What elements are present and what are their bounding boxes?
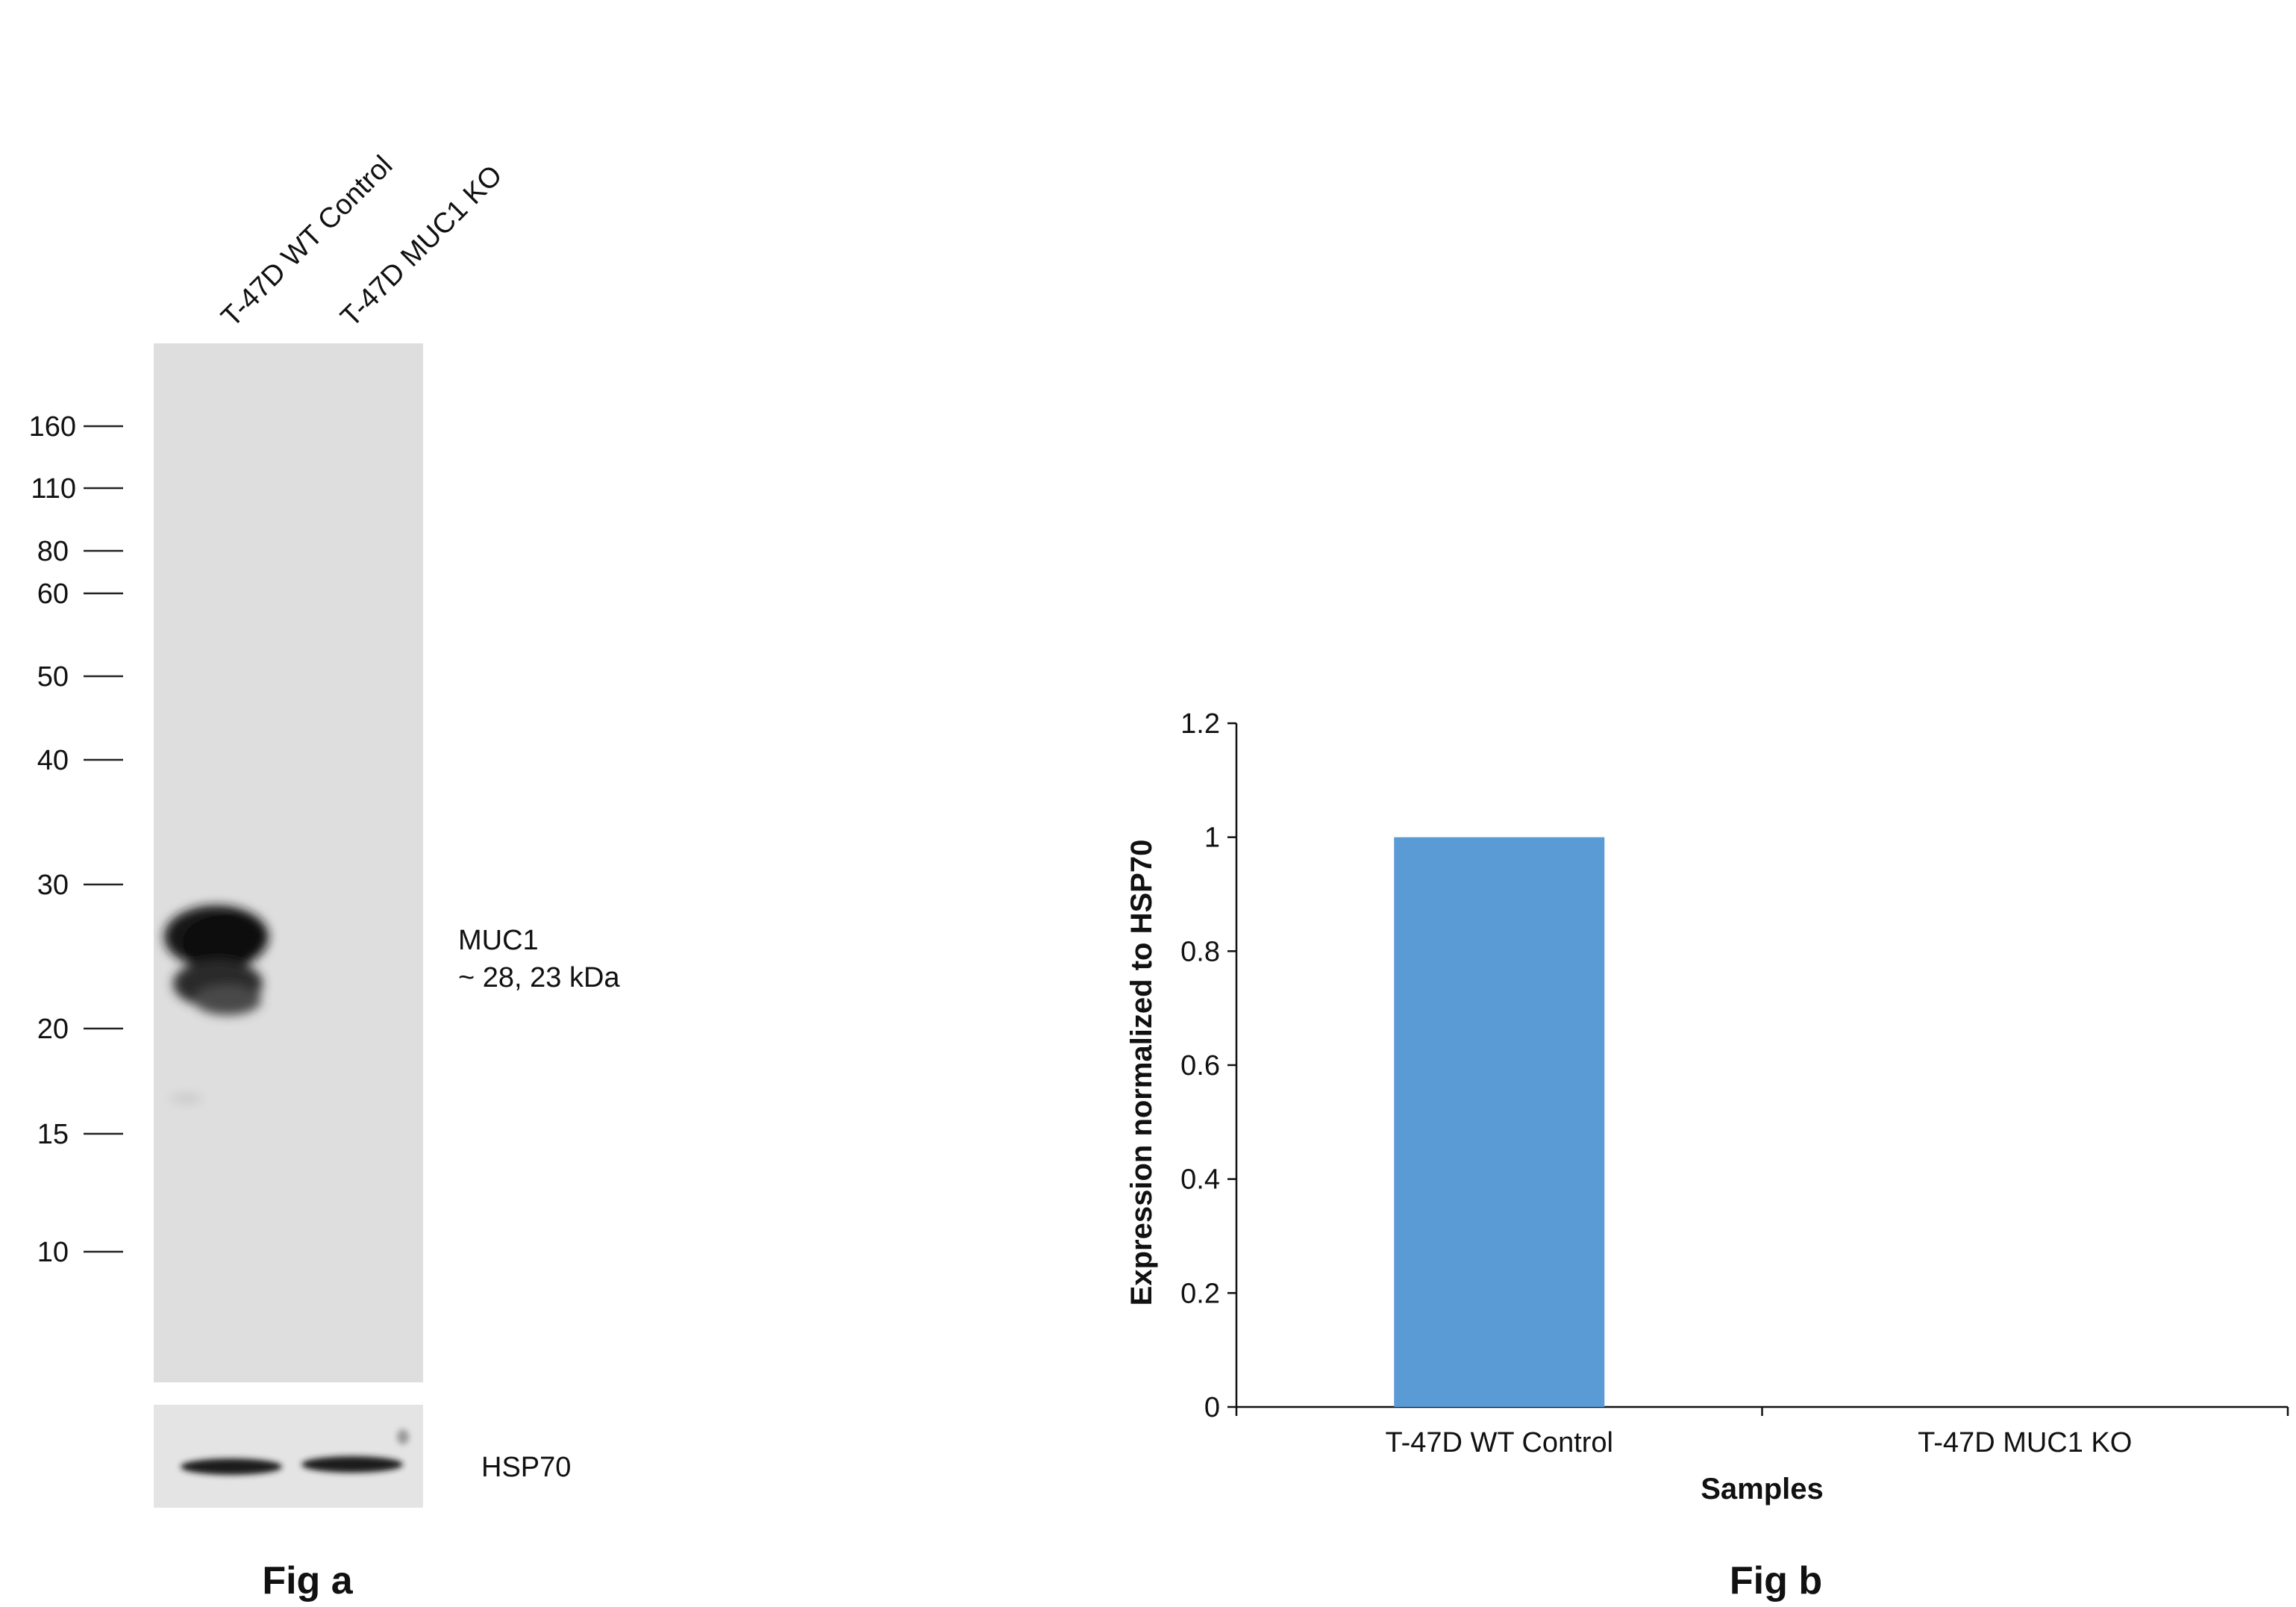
mw-marker-label: 80	[37, 536, 69, 567]
y-tick-label: 1	[1204, 823, 1220, 854]
mw-marker-label: 40	[37, 745, 69, 776]
mw-marker-label: 60	[37, 578, 69, 610]
y-tick-label: 0	[1204, 1392, 1220, 1423]
y-tick-label: 0.2	[1180, 1278, 1220, 1309]
figure-b-caption: Fig b	[1730, 1559, 1822, 1603]
band-label-size: ~ 28, 23 kDa	[458, 962, 620, 993]
bar-chart: 0 0.2 0.4 0.6 0.8 1 1.2 T-47D WT Control T-47D M…	[1125, 708, 2289, 1505]
mw-marker-label: 30	[37, 870, 69, 901]
mw-marker-ladder: 160 110 80 60 50 40 30 20 15 10	[29, 411, 123, 1268]
loading-control-strip	[154, 1405, 423, 1508]
x-axis-title: Samples	[1701, 1473, 1824, 1505]
hsp70-bands	[181, 1429, 409, 1475]
mw-marker-label: 15	[37, 1119, 69, 1150]
y-tick-label: 0.6	[1180, 1050, 1220, 1082]
x-tick-label: T-47D MUC1 KO	[1918, 1427, 2132, 1458]
blot-membrane	[154, 343, 423, 1382]
y-tick-label: 0.4	[1180, 1164, 1220, 1196]
mw-marker-label: 50	[37, 661, 69, 693]
western-blot-panel: T-47D WT Control T-47D MUC1 KO 160 110 8…	[29, 150, 621, 1603]
y-tick-label: 1.2	[1180, 708, 1220, 740]
bar	[1394, 837, 1605, 1407]
x-tick-label: T-47D WT Control	[1386, 1427, 1613, 1458]
mw-marker-label: 110	[31, 473, 76, 505]
y-axis-title: Expression normalized to HSP70	[1125, 840, 1158, 1306]
mw-marker-label: 20	[37, 1014, 69, 1045]
mw-marker-label: 10	[37, 1237, 69, 1268]
mw-marker-label: 160	[29, 411, 76, 443]
bar-chart-panel: 0 0.2 0.4 0.6 0.8 1 1.2 T-47D WT Control T-47D M…	[1125, 708, 2289, 1603]
loading-control-label: HSP70	[481, 1452, 571, 1483]
y-tick-label: 0.8	[1180, 936, 1220, 967]
band-label-name: MUC1	[458, 925, 539, 956]
figure-a-caption: Fig a	[262, 1559, 353, 1603]
muc1-band-wt	[164, 905, 269, 1103]
